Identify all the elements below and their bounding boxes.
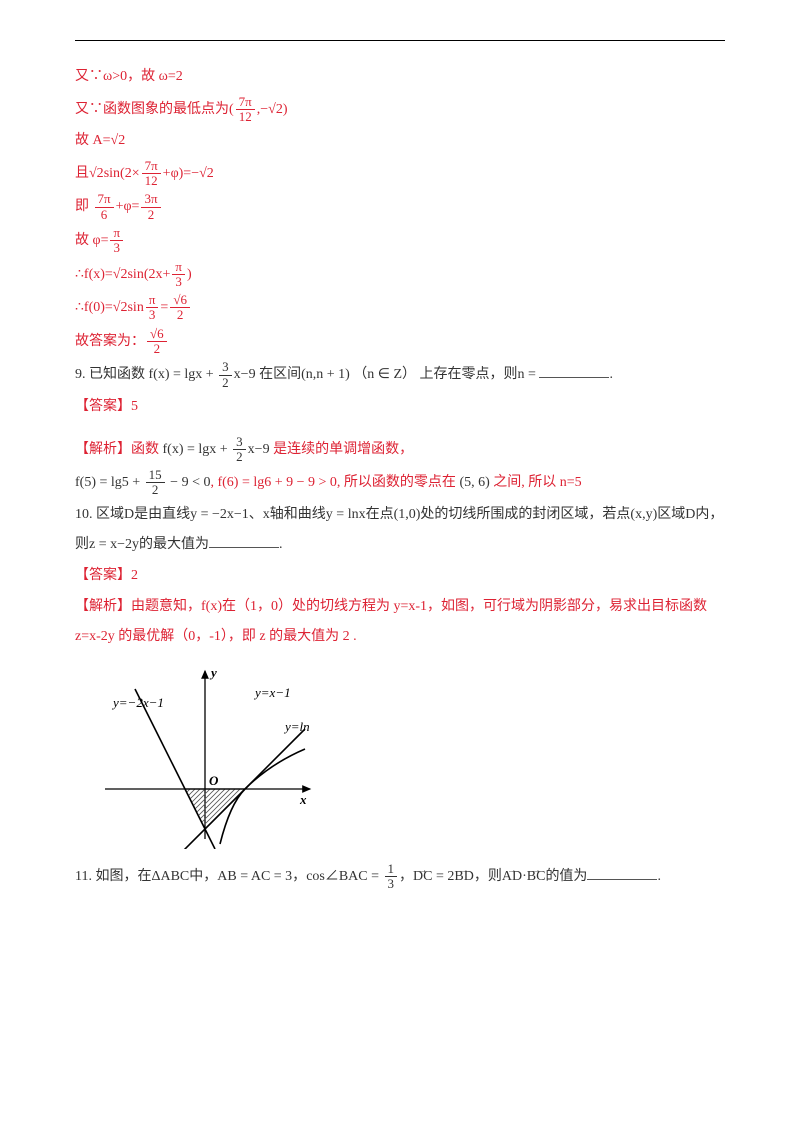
text: x−9 xyxy=(248,442,270,457)
question-11: 11. 如图，在ΔABC中，AB = AC = 3，cos∠BAC = 13，→… xyxy=(75,862,725,892)
sqrt2: √2 xyxy=(113,267,128,282)
chart-label-right1: y=x−1 xyxy=(253,685,291,700)
question-10b: 则z = x−2y的最大值为. xyxy=(75,532,725,559)
text: 是连续的单调增函数， xyxy=(273,442,413,457)
sqrt2: √2 xyxy=(268,102,283,117)
text: 故答案为： xyxy=(75,334,145,349)
text: ∴f(x)= xyxy=(75,267,113,282)
chart-svg: y=−2x−1 y=x−1 y=ln y x O xyxy=(95,659,325,849)
solution-line: ∴f(0)=√2sinπ3=√62 xyxy=(75,293,725,323)
text: 之间, 所以 n=5 xyxy=(493,475,581,490)
analysis-9: 【解析】函数 f(x) = lgx + 32x−9 是连续的单调增函数， xyxy=(75,435,725,465)
text: 又∵函数图象的最低点为( xyxy=(75,102,234,117)
solution-line: 且√2sin(2×7π12+φ)=−√2 xyxy=(75,159,725,189)
fraction-7pi-12: 7π12 xyxy=(142,159,161,189)
answer-blank xyxy=(209,533,279,548)
chart-label-left: y=−2x−1 xyxy=(111,695,164,710)
text: z=x-2y 的最优解（0，-1），即 z 的最大值为 2 . xyxy=(75,629,357,644)
text: 10. 区域D是由直线y = −2x−1、x轴和曲线y = lnx在点(1,0)… xyxy=(75,507,723,522)
axis-x-label: x xyxy=(299,792,307,807)
fraction-7pi-12: 7π12 xyxy=(236,95,255,125)
vector-bd: →BD xyxy=(454,869,473,884)
text: sin(2x+ xyxy=(127,267,170,282)
solution-line: 又∵ω>0，故 ω=2 xyxy=(75,64,725,91)
text: x−9 xyxy=(234,367,256,382)
fx: f(x) = lgx + xyxy=(163,442,232,457)
chart-label-right2: y=ln xyxy=(283,719,310,734)
text: 即 xyxy=(75,199,89,214)
text: − 9 < 0 xyxy=(167,475,211,490)
question-10: 10. 区域D是由直线y = −2x−1、x轴和曲线y = lnx在点(1,0)… xyxy=(75,502,725,529)
text: 【答案】2 xyxy=(75,568,138,583)
text: ,− xyxy=(257,102,268,117)
text: 在区间(n,n + 1) （n ∈ Z） 上存在零点，则n = xyxy=(256,367,540,382)
fraction-sqrt6-2: √62 xyxy=(147,327,167,357)
answer-9: 【答案】5 xyxy=(75,394,725,421)
text: 故 A= xyxy=(75,133,111,148)
text: ) xyxy=(187,267,192,282)
text: +φ= xyxy=(116,199,140,214)
interval: (5, 6) xyxy=(459,475,489,490)
text: ， xyxy=(399,869,413,884)
text: = 2 xyxy=(432,869,454,884)
solution-line: ∴f(x)=√2sin(2x+π3) xyxy=(75,260,725,290)
sqrt2: √2 xyxy=(113,300,128,315)
solution-line: 又∵函数图象的最低点为(7π12,−√2) xyxy=(75,95,725,125)
text: ∴f(0)= xyxy=(75,300,113,315)
answer-10: 【答案】2 xyxy=(75,563,725,590)
text: sin(2× xyxy=(104,166,140,181)
solution-line: 即 7π6+φ=3π2 xyxy=(75,192,725,222)
text: 的值为 xyxy=(545,869,587,884)
answer-blank xyxy=(539,363,609,378)
vector-dc: →DC xyxy=(413,869,432,884)
sqrt2: √2 xyxy=(89,166,104,181)
text: 则z = x−2y的最大值为 xyxy=(75,537,209,552)
text: = xyxy=(160,300,168,315)
answer-blank xyxy=(587,865,657,880)
solution-line: 故 φ=π3 xyxy=(75,226,725,256)
question-9: 9. 已知函数 f(x) = lgx + 32x−9 在区间(n,n + 1) … xyxy=(75,360,725,390)
text: 故 φ= xyxy=(75,233,108,248)
fraction-3-2: 32 xyxy=(219,360,232,390)
text: 【解析】由题意知，f(x)在（1，0）处的切线方程为 y=x-1，如图，可行域为… xyxy=(75,599,707,614)
fraction-pi-3: π3 xyxy=(146,293,159,323)
vector-bc: →BC xyxy=(527,869,546,884)
fraction-3pi-2: 3π2 xyxy=(141,192,160,222)
chart-feasible-region: y=−2x−1 y=x−1 y=ln y x O xyxy=(95,659,725,854)
fraction-15-2: 152 xyxy=(146,468,165,498)
solution-line: 故 A=√2 xyxy=(75,128,725,155)
analysis-10b: z=x-2y 的最优解（0，-1），即 z 的最大值为 2 . xyxy=(75,624,725,651)
analysis-9-line2: f(5) = lg5 + 152 − 9 < 0, f(6) = lg6 + 9… xyxy=(75,468,725,498)
text: +φ)=− xyxy=(163,166,199,181)
solution-line: 故答案为：√62 xyxy=(75,327,725,357)
origin-label: O xyxy=(209,773,219,788)
header-rule xyxy=(75,40,725,41)
text: 且 xyxy=(75,166,89,181)
fraction-3-2: 32 xyxy=(233,435,246,465)
text: 【解析】函数 xyxy=(75,442,163,457)
text: 9. 已知函数 xyxy=(75,367,149,382)
text: ) xyxy=(283,102,288,117)
text: cos∠BAC = xyxy=(306,869,382,884)
axis-y-label: y xyxy=(209,665,217,680)
fraction-7pi-6: 7π6 xyxy=(95,192,114,222)
document-page: 又∵ω>0，故 ω=2 又∵函数图象的最低点为(7π12,−√2) 故 A=√2… xyxy=(0,0,800,1132)
text: 又∵ω>0，故 ω=2 xyxy=(75,69,183,84)
fraction-pi-3: π3 xyxy=(110,226,123,256)
text: 11. 如图，在ΔABC中，AB = AC = 3， xyxy=(75,869,306,884)
text: , f(6) = lg6 + 9 − 9 > 0, 所以函数的零点在 xyxy=(210,475,455,490)
text: ，则 xyxy=(474,869,502,884)
text: 【答案】5 xyxy=(75,399,138,414)
sqrt2: √2 xyxy=(111,133,126,148)
analysis-10: 【解析】由题意知，f(x)在（1，0）处的切线方程为 y=x-1，如图，可行域为… xyxy=(75,594,725,621)
fraction-pi-3: π3 xyxy=(172,260,185,290)
sqrt2: √2 xyxy=(199,166,214,181)
fraction-sqrt6-2: √62 xyxy=(170,293,190,323)
text: f(5) = lg5 + xyxy=(75,475,144,490)
fx: f(x) = lgx + xyxy=(149,367,218,382)
fraction-1-3: 13 xyxy=(385,862,398,892)
text: sin xyxy=(127,300,143,315)
vector-ad: →AD xyxy=(502,869,522,884)
